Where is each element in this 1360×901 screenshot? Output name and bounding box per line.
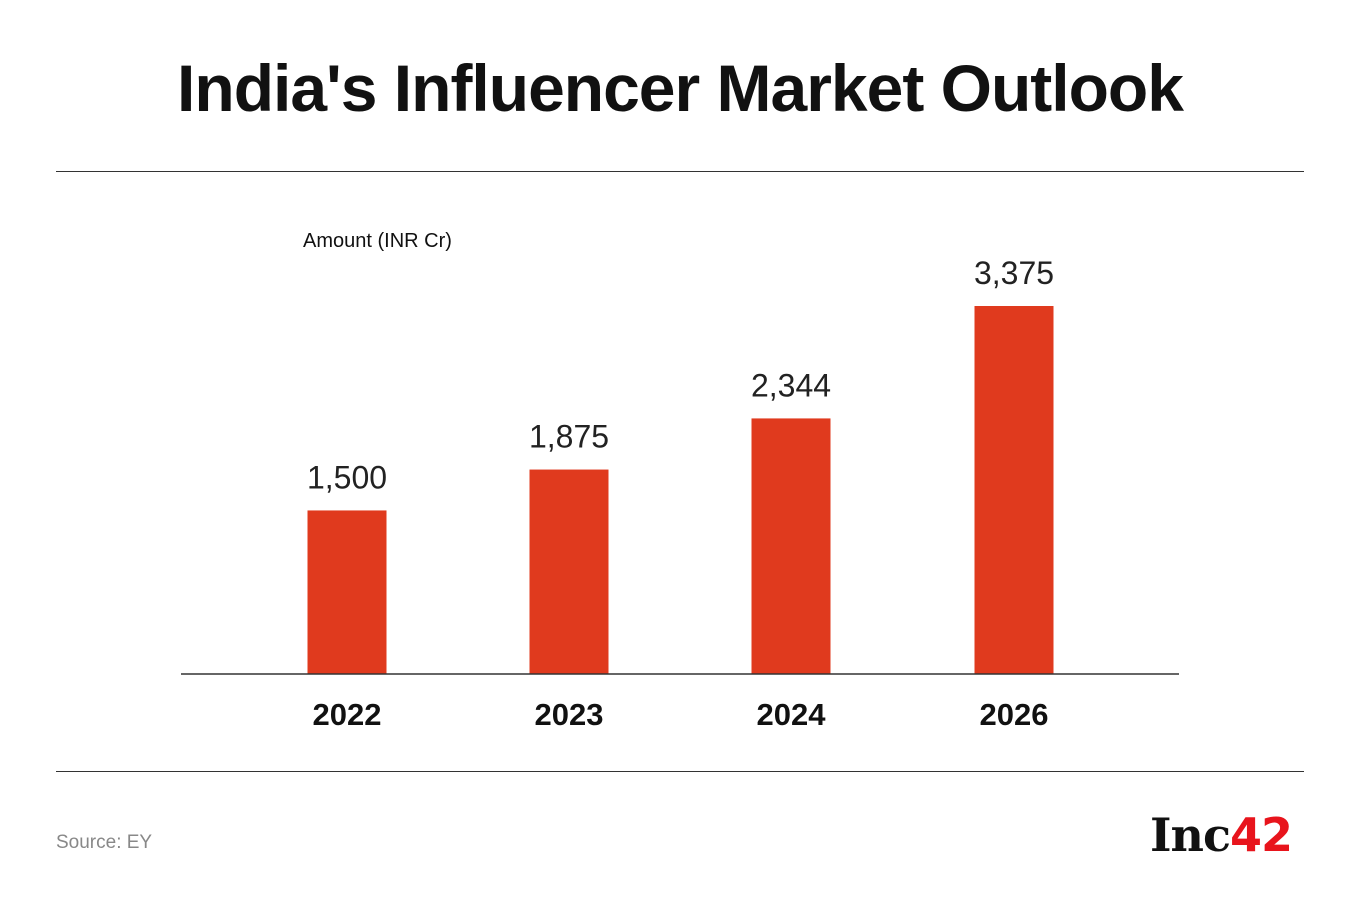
chart-title: India's Influencer Market Outlook — [177, 51, 1184, 125]
top-divider — [56, 171, 1304, 172]
logo-text: Inc — [1150, 808, 1231, 862]
bar-2022 — [307, 510, 387, 674]
x-tick-label: 2026 — [980, 697, 1049, 732]
value-label: 3,375 — [974, 255, 1054, 291]
bar-2023 — [529, 469, 609, 674]
source-note: Source: EY — [56, 832, 153, 853]
x-tick-label: 2022 — [313, 697, 382, 732]
value-label: 1,500 — [307, 459, 387, 495]
logo-accent: 42 — [1229, 808, 1293, 862]
y-axis-label: Amount (INR Cr) — [303, 230, 452, 252]
bar-2026 — [974, 306, 1054, 674]
x-tick-label: 2023 — [535, 697, 604, 732]
bottom-divider — [56, 771, 1304, 772]
x-tick-label: 2024 — [757, 697, 827, 732]
bar-2024 — [751, 418, 831, 674]
value-label: 1,875 — [529, 419, 609, 455]
value-label: 2,344 — [751, 367, 831, 403]
inc42-logo: Inc42 — [1150, 808, 1293, 862]
